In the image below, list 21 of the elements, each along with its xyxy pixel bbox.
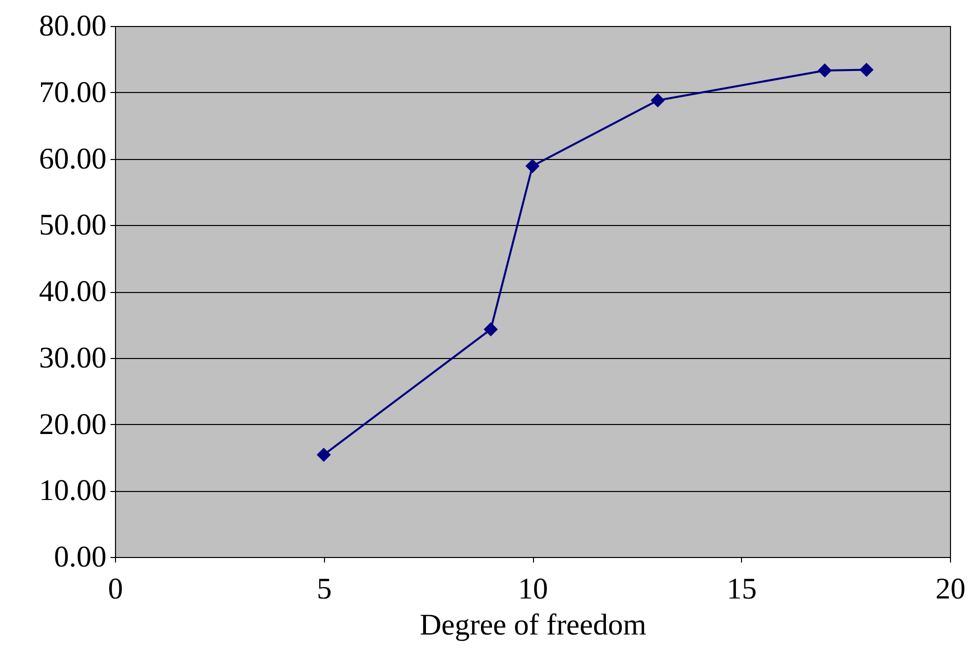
- point: [316, 448, 331, 462]
- y-tick-label: 10.00: [39, 474, 106, 508]
- point: [818, 63, 832, 78]
- x-tick-label: 0: [108, 572, 123, 606]
- point: [525, 158, 540, 174]
- y-tick-label: 70.00: [39, 76, 106, 109]
- y-tick-label: 60.00: [39, 142, 106, 176]
- y-tick-label: 30.00: [39, 341, 106, 374]
- point: [484, 322, 498, 336]
- x-axis-title: Degree of freedom: [420, 608, 646, 642]
- y-tick-label: 20.00: [39, 408, 106, 441]
- x-tick-label: 15: [726, 572, 757, 606]
- point: [859, 62, 874, 77]
- y-tick-label: 0.00: [54, 540, 106, 574]
- x-tick-label: 10: [518, 572, 548, 606]
- y-tick-label: 80.00: [39, 10, 106, 42]
- x-tick-label: 20: [936, 572, 966, 606]
- y-tick-label: 50.00: [39, 208, 106, 242]
- x-tick-label: 5: [316, 572, 332, 606]
- point: [650, 93, 665, 108]
- y-tick-label: 40.00: [39, 275, 106, 308]
